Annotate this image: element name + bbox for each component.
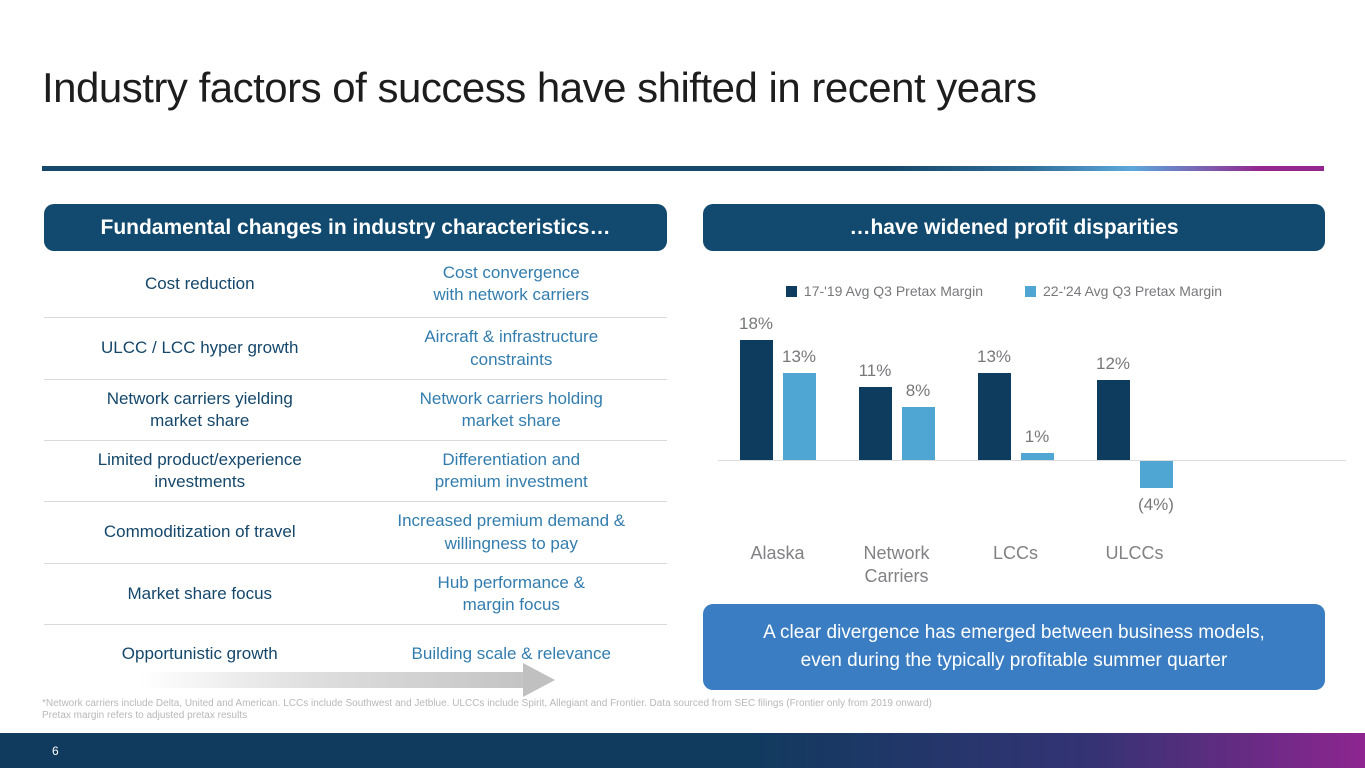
bar-series2-network [901,406,935,460]
footer-gradient-bar: 6 [0,733,1365,768]
bar-value-label: 1% [1024,427,1050,447]
table-row: Cost reduction Cost convergence with net… [44,251,667,318]
category-label: LCCs [992,543,1038,563]
series1-swatch-icon [785,285,797,297]
bar-value-label: 13% [781,347,817,367]
bar-series1-network [858,386,892,460]
bar-value-label: 11% [858,360,892,380]
x-axis-line [718,460,1346,461]
divergence-callout: A clear divergence has emerged between b… [703,604,1325,690]
table-row: Opportunistic growth Building scale & re… [44,625,667,683]
footnote-line-2: Pretax margin refers to adjusted pretax … [42,710,248,721]
table-row: Network carriers yielding market share N… [44,380,667,441]
right-panel-header: …have widened profit disparities [703,204,1325,251]
left-panel-header: Fundamental changes in industry characte… [44,204,667,251]
category-label: Network Carriers [863,543,930,586]
shift-arrow [140,672,523,688]
new-factor-cell: Hub performance & margin focus [437,572,585,614]
bar-series2-alaska [782,373,816,460]
new-factor-cell: Differentiation and premium investment [434,449,588,491]
footnote: *Network carriers include Delta, United … [42,698,962,722]
page-number: 6 [52,743,59,758]
legend-item-series2: 22-'24 Avg Q3 Pretax Margin [1025,283,1222,299]
bar-group: 13% 1% LCCs [956,318,1075,570]
table-row: Limited product/experience investments D… [44,441,667,502]
old-factor-cell: ULCC / LCC hyper growth [101,338,299,358]
new-factor-cell: Increased premium demand & willingness t… [397,511,626,553]
old-factor-cell: Network carriers yielding market share [106,388,293,430]
table-row: ULCC / LCC hyper growth Aircraft & infra… [44,318,667,380]
legend-item-series1: 17-'19 Avg Q3 Pretax Margin [785,283,983,299]
bar-value-label: (4%) [1138,494,1174,514]
category-label: Alaska [750,543,805,563]
bar-series2-ulccs [1139,461,1173,488]
title-divider-gradient [42,166,1324,171]
bar-group: 12% (4%) ULCCs [1075,318,1194,570]
old-factor-cell: Cost reduction [144,273,255,293]
bar-value-label: 18% [738,313,774,333]
legend-label: 17-'19 Avg Q3 Pretax Margin [803,283,983,299]
table-row: Commoditization of travel Increased prem… [44,502,667,564]
legend-label: 22-'24 Avg Q3 Pretax Margin [1043,283,1223,299]
bar-series1-ulccs [1096,379,1130,460]
footnote-line-1: *Network carriers include Delta, United … [42,698,932,709]
industry-changes-table: Cost reduction Cost convergence with net… [44,251,667,683]
series2-swatch-icon [1025,285,1036,297]
bar-series2-lccs [1020,453,1054,460]
bar-series1-alaska [739,339,773,460]
new-factor-cell: Network carriers holding market share [419,388,603,430]
old-factor-cell: Limited product/experience investments [97,449,302,491]
new-factor-cell: Cost convergence with network carriers [433,262,590,304]
old-factor-cell: Commoditization of travel [103,522,296,542]
bar-value-label: 8% [905,380,931,400]
table-row: Market share focus Hub performance & mar… [44,564,667,625]
page-title: Industry factors of success have shifted… [42,64,1037,111]
bar-series1-lccs [977,373,1011,460]
bar-value-label: 12% [1095,353,1131,373]
old-factor-cell: Opportunistic growth [121,643,278,663]
shift-arrow-head-icon [523,663,555,697]
chart-legend: 17-'19 Avg Q3 Pretax Margin 22-'24 Avg Q… [718,283,1346,299]
old-factor-cell: Market share focus [127,583,273,603]
bar-value-label: 13% [976,347,1012,367]
pretax-margin-bar-chart: 18% 13% Alaska 11% 8% Network Carriers 13% 1% LC… [718,314,1346,586]
bar-group: 18% 13% Alaska [718,314,837,570]
category-label: ULCCs [1105,543,1164,563]
new-factor-cell: Aircraft & infrastructure constraints [424,327,599,369]
bar-group: 11% 8% Network Carriers [837,318,956,586]
new-factor-cell: Building scale & relevance [411,643,611,663]
